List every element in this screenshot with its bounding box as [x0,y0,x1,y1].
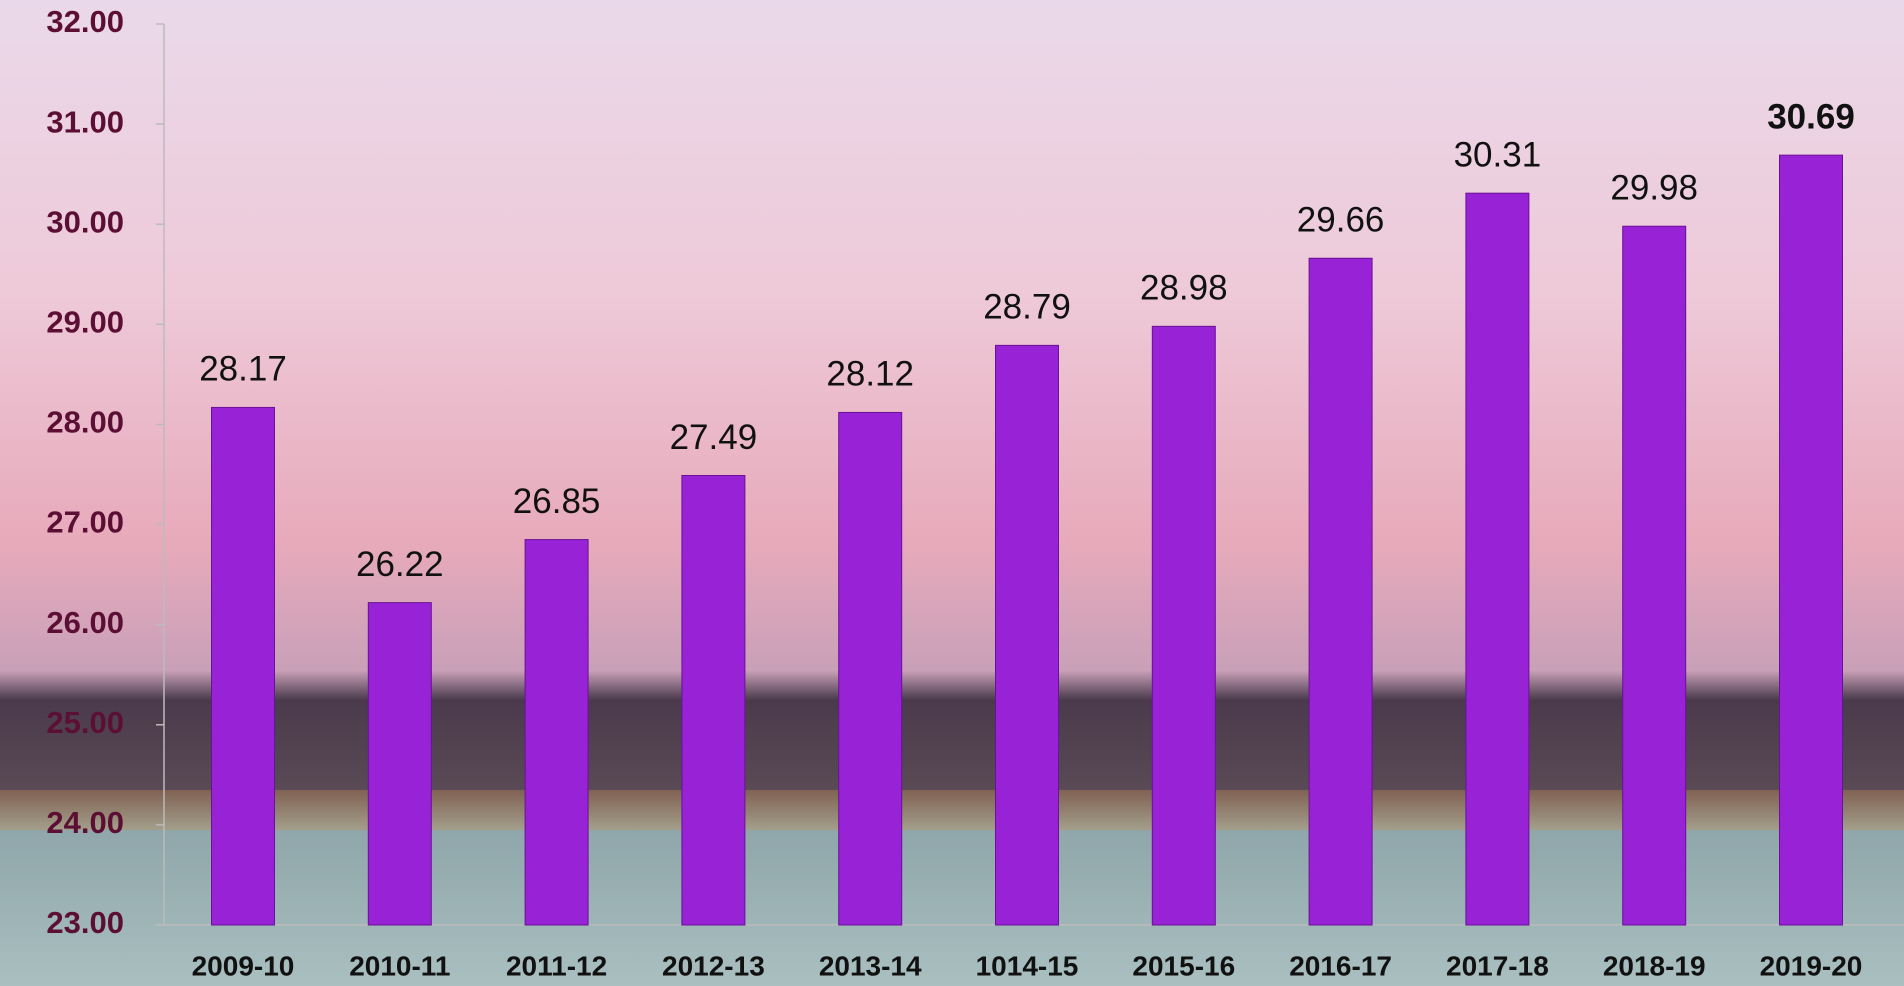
y-tick-label: 27.00 [46,505,124,540]
value-label: 28.17 [199,350,287,389]
bar [211,406,275,926]
value-label: 30.69 [1767,97,1855,136]
value-label: 26.22 [356,545,444,584]
x-tick-label: 2018-19 [1603,950,1706,981]
y-tick-label: 32.00 [46,4,124,39]
x-tick-label: 2011-12 [506,950,607,981]
value-label: 29.98 [1610,168,1698,207]
bar [1779,154,1843,926]
x-tick-label: 2019-20 [1760,950,1863,981]
bar [1622,225,1687,926]
y-tick-label: 24.00 [46,805,124,840]
y-tick-label: 29.00 [46,305,124,340]
x-tick-label: 1014-15 [976,950,1079,981]
x-tick-label: 2013-14 [819,950,922,981]
y-tick-label: 25.00 [46,705,124,740]
y-tick-label: 31.00 [46,104,124,139]
y-tick-label: 26.00 [46,605,124,640]
bar [1308,257,1373,926]
bar [1151,325,1216,926]
y-tick-label: 28.00 [46,405,124,440]
value-label: 26.85 [513,482,601,521]
value-label: 28.12 [826,355,914,394]
bar [838,411,903,926]
bar [995,344,1059,926]
x-tick-label: 2017-18 [1446,950,1549,981]
x-tick-label: 2015-16 [1132,950,1235,981]
bar [367,602,432,926]
y-tick-label: 23.00 [46,905,124,940]
city-lights [0,790,1904,830]
value-label: 28.98 [1140,269,1228,308]
y-tick-label: 30.00 [46,204,124,239]
x-tick-label: 2016-17 [1289,950,1392,981]
bar [681,475,746,926]
value-label: 28.79 [983,288,1071,327]
bar [524,539,589,926]
value-label: 27.49 [670,418,758,457]
value-label: 30.31 [1454,135,1542,174]
x-tick-label: 2012-13 [662,950,765,981]
bar [1465,192,1530,926]
value-label: 29.66 [1297,201,1385,240]
x-tick-label: 2009-10 [192,950,295,981]
x-tick-label: 2010-11 [349,950,450,981]
